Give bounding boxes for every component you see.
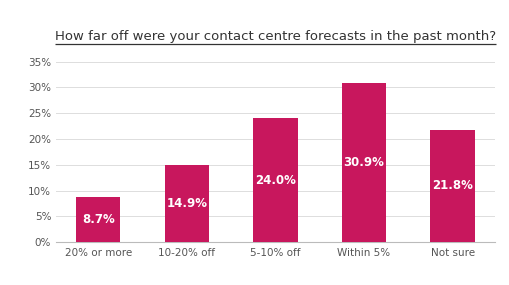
Bar xyxy=(164,165,209,242)
Bar xyxy=(341,83,385,242)
Text: 30.9%: 30.9% xyxy=(343,156,384,169)
Bar xyxy=(430,130,474,242)
Text: 8.7%: 8.7% xyxy=(81,213,115,226)
Text: 21.8%: 21.8% xyxy=(431,180,472,192)
Bar xyxy=(76,197,120,242)
Text: 14.9%: 14.9% xyxy=(166,197,207,210)
Title: How far off were your contact centre forecasts in the past month?: How far off were your contact centre for… xyxy=(55,30,495,43)
Text: 24.0%: 24.0% xyxy=(254,174,295,187)
Bar xyxy=(253,118,297,242)
